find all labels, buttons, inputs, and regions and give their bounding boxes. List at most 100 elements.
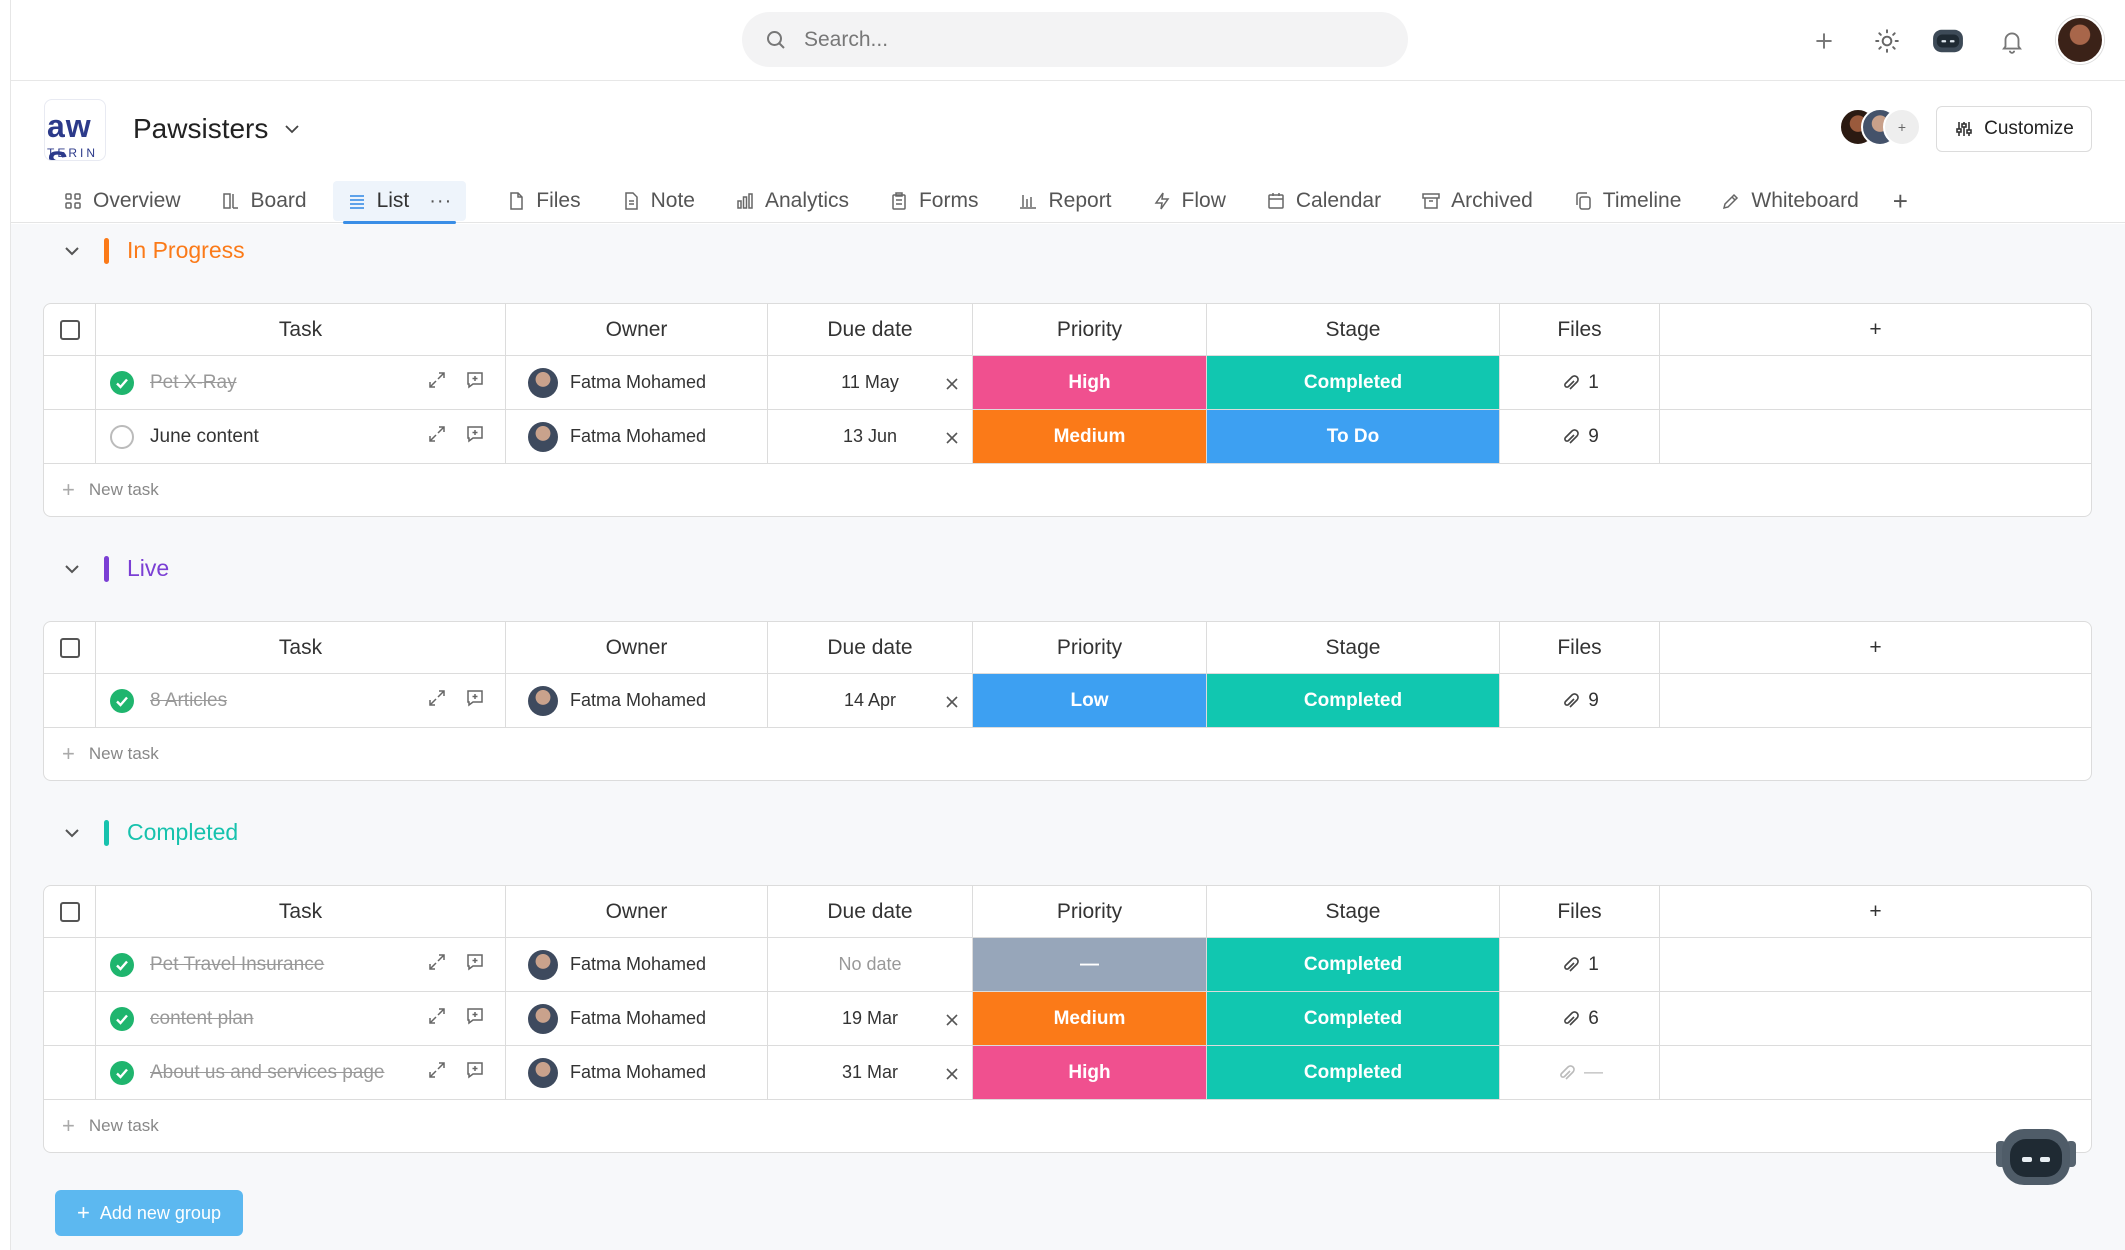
comment-add-icon[interactable] [465, 952, 485, 977]
tab-files[interactable]: Files [506, 181, 581, 221]
tab-more-icon[interactable]: ··· [429, 189, 453, 212]
table-row[interactable]: content plan Fatma Mohamed 19 Mar Medium Com… [44, 992, 2091, 1046]
task-name[interactable]: Pet Travel Insurance [150, 953, 325, 975]
task-cell[interactable]: About us and services page [96, 1046, 506, 1099]
col-priority[interactable]: Priority [973, 886, 1207, 937]
chevron-down-icon[interactable] [60, 557, 84, 581]
new-task-button[interactable]: + New task [44, 464, 2091, 516]
col-owner[interactable]: Owner [506, 622, 768, 673]
files-cell[interactable]: 6 [1500, 992, 1660, 1045]
stage-cell[interactable]: Completed [1207, 992, 1500, 1045]
comment-add-icon[interactable] [465, 370, 485, 395]
group-header[interactable]: Live [60, 555, 169, 582]
tab-flow[interactable]: Flow [1152, 181, 1226, 221]
priority-cell[interactable]: High [973, 1046, 1207, 1099]
owner-cell[interactable]: Fatma Mohamed [506, 1046, 768, 1099]
col-due-date[interactable]: Due date [768, 886, 973, 937]
col-stage[interactable]: Stage [1207, 886, 1500, 937]
due-date-cell[interactable]: 14 Apr [768, 674, 973, 727]
add-icon[interactable] [1807, 24, 1841, 58]
priority-cell[interactable]: Medium [973, 992, 1207, 1045]
files-cell[interactable]: — [1500, 1046, 1660, 1099]
owner-cell[interactable]: Fatma Mohamed [506, 992, 768, 1045]
clear-date-icon[interactable] [944, 1012, 960, 1028]
due-date-cell[interactable]: 13 Jun [768, 410, 973, 463]
col-task[interactable]: Task [96, 304, 506, 355]
row-select-cell[interactable] [44, 674, 96, 727]
due-date-cell[interactable]: 19 Mar [768, 992, 973, 1045]
comment-add-icon[interactable] [465, 424, 485, 449]
add-tab-button[interactable]: + [1892, 185, 1908, 216]
task-name[interactable]: Pet X-Ray [150, 371, 237, 393]
task-cell[interactable]: Pet Travel Insurance [96, 938, 506, 991]
stage-cell[interactable]: Completed [1207, 674, 1500, 727]
select-all-cell[interactable] [44, 886, 96, 937]
row-select-cell[interactable] [44, 992, 96, 1045]
col-priority[interactable]: Priority [973, 304, 1207, 355]
due-date-cell[interactable]: 11 May [768, 356, 973, 409]
task-name[interactable]: content plan [150, 1007, 254, 1029]
tab-analytics[interactable]: Analytics [735, 181, 849, 221]
empty-circle-icon[interactable] [110, 424, 134, 449]
task-cell[interactable]: 8 Articles [96, 674, 506, 727]
row-select-cell[interactable] [44, 938, 96, 991]
tab-timeline[interactable]: Timeline [1573, 181, 1681, 221]
task-cell[interactable]: content plan [96, 992, 506, 1045]
col-due-date[interactable]: Due date [768, 622, 973, 673]
stage-cell[interactable]: Completed [1207, 1046, 1500, 1099]
add-column-button[interactable]: + [1869, 899, 1882, 923]
clear-date-icon[interactable] [944, 430, 960, 446]
group-header[interactable]: Completed [60, 819, 238, 846]
tab-note[interactable]: Note [621, 181, 695, 221]
select-all-checkbox[interactable] [59, 901, 80, 922]
clear-date-icon[interactable] [944, 694, 960, 710]
col-stage[interactable]: Stage [1207, 622, 1500, 673]
chatbot-icon[interactable] [1994, 1127, 2078, 1189]
project-members[interactable]: + [1831, 108, 1921, 148]
project-switcher[interactable]: Pawsisters [133, 113, 302, 145]
table-row[interactable]: Pet X-Ray Fatma Mohamed 11 May High Complete… [44, 356, 2091, 410]
task-cell[interactable]: Pet X-Ray [96, 356, 506, 409]
priority-cell[interactable]: — [973, 938, 1207, 991]
expand-icon[interactable] [427, 688, 447, 713]
stage-cell[interactable]: To Do [1207, 410, 1500, 463]
col-priority[interactable]: Priority [973, 622, 1207, 673]
table-row[interactable]: 8 Articles Fatma Mohamed 14 Apr Low Complete… [44, 674, 2091, 728]
tab-board[interactable]: Board [221, 181, 307, 221]
task-name[interactable]: June content [150, 425, 259, 447]
row-select-cell[interactable] [44, 356, 96, 409]
task-name[interactable]: About us and services page [150, 1061, 385, 1083]
tab-list[interactable]: List ··· [332, 181, 467, 224]
select-all-cell[interactable] [44, 304, 96, 355]
tab-forms[interactable]: Forms [889, 181, 978, 221]
priority-cell[interactable]: Low [973, 674, 1207, 727]
comment-add-icon[interactable] [465, 688, 485, 713]
chevron-down-icon[interactable] [60, 821, 84, 845]
assistant-bot-icon[interactable] [1928, 24, 1968, 58]
due-date-cell[interactable]: 31 Mar [768, 1046, 973, 1099]
priority-cell[interactable]: Medium [973, 410, 1207, 463]
search-input[interactable]: Search... [742, 12, 1408, 67]
expand-icon[interactable] [427, 1060, 447, 1085]
chevron-down-icon[interactable] [60, 239, 84, 263]
expand-icon[interactable] [427, 370, 447, 395]
col-due-date[interactable]: Due date [768, 304, 973, 355]
group-header[interactable]: In Progress [60, 237, 245, 264]
add-member-button[interactable]: + [1883, 108, 1921, 146]
col-task[interactable]: Task [96, 622, 506, 673]
task-cell[interactable]: June content [96, 410, 506, 463]
new-task-button[interactable]: + New task [44, 728, 2091, 780]
new-task-button[interactable]: + New task [44, 1100, 2091, 1152]
col-task[interactable]: Task [96, 886, 506, 937]
owner-cell[interactable]: Fatma Mohamed [506, 938, 768, 991]
row-select-cell[interactable] [44, 410, 96, 463]
bell-icon[interactable] [1995, 24, 2029, 58]
due-date-cell[interactable]: No date [768, 938, 973, 991]
user-avatar[interactable] [2056, 16, 2104, 64]
tab-whiteboard[interactable]: Whiteboard [1721, 181, 1859, 221]
comment-add-icon[interactable] [465, 1006, 485, 1031]
check-circle-icon[interactable] [110, 370, 134, 395]
add-group-button[interactable]: + Add new group [55, 1190, 243, 1236]
clear-date-icon[interactable] [944, 1066, 960, 1082]
owner-cell[interactable]: Fatma Mohamed [506, 356, 768, 409]
